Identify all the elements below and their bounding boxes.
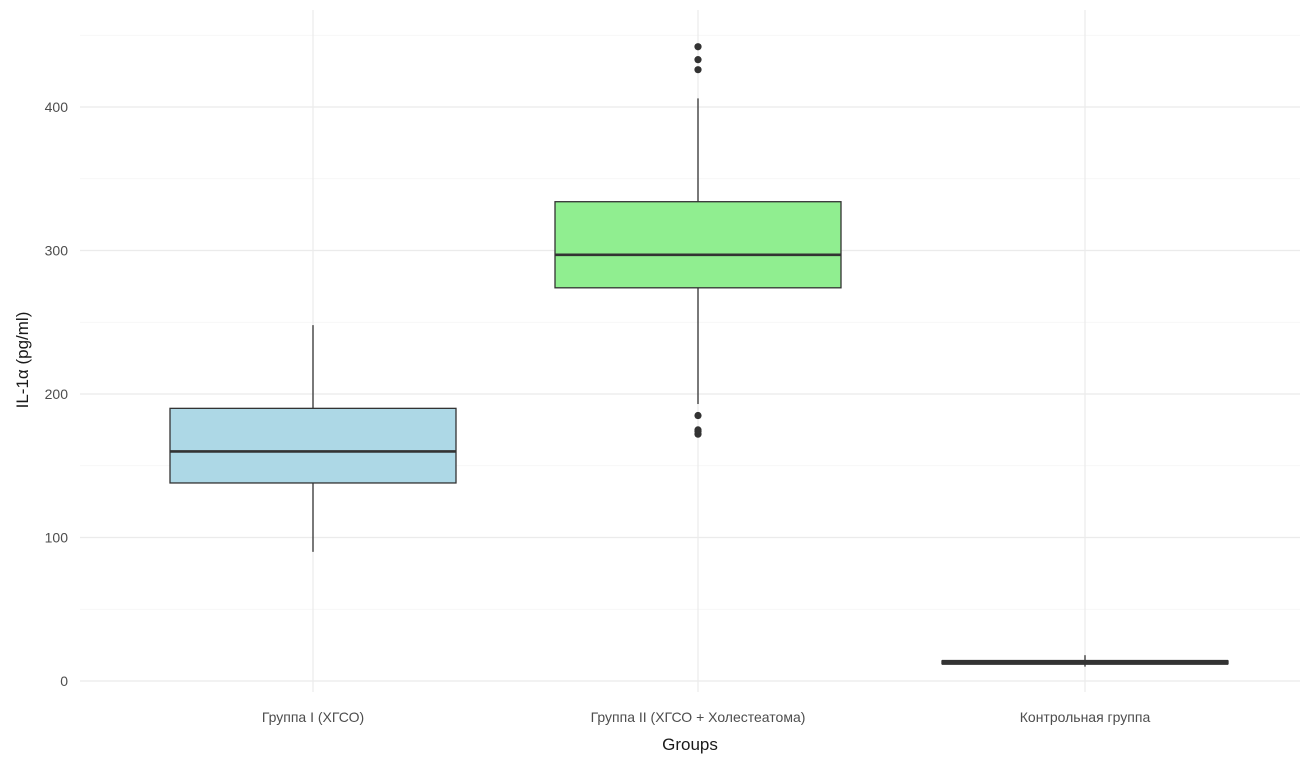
x-axis-ticks: Группа I (ХГСО) Группа II (ХГСО + Холесте… [262, 709, 1151, 725]
outlier-point [694, 426, 702, 434]
box-group [554, 43, 842, 438]
grid-layer [80, 10, 1300, 692]
y-tick-label: 300 [45, 243, 69, 259]
y-tick-label: 400 [45, 99, 69, 115]
x-tick-label: Контрольная группа [1020, 709, 1151, 725]
outlier-point [694, 66, 702, 74]
y-axis-ticks: 0 100 200 300 400 [45, 99, 69, 689]
box [554, 201, 842, 289]
box-group [941, 655, 1229, 667]
x-tick-label: Группа II (ХГСО + Холестеатома) [591, 709, 806, 725]
y-tick-label: 100 [45, 530, 69, 546]
y-axis-title: IL-1α (pg/ml) [13, 312, 32, 409]
outlier-point [694, 411, 702, 420]
outlier-point [694, 56, 702, 64]
box-group [169, 325, 457, 552]
box [169, 407, 457, 484]
x-axis-title: Groups [662, 735, 718, 754]
outlier-point [694, 43, 702, 51]
box-layer [169, 43, 1229, 667]
x-tick-label: Группа I (ХГСО) [262, 709, 364, 725]
y-tick-label: 0 [60, 673, 68, 689]
y-tick-label: 200 [45, 386, 69, 402]
